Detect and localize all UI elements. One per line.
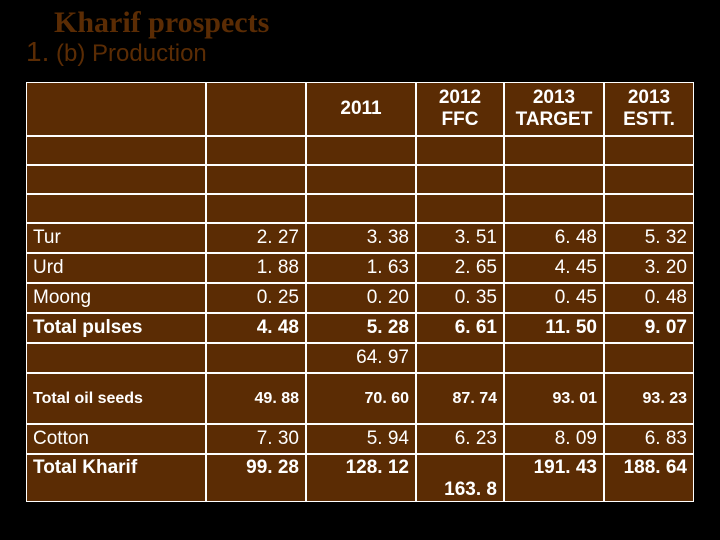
- empty-cell: [504, 343, 604, 373]
- empty-cell: [604, 194, 694, 223]
- empty-cell: [206, 194, 306, 223]
- crop-name: Tur: [26, 223, 206, 253]
- cell-value: 0. 20: [306, 283, 416, 313]
- cell-value: 0. 48: [604, 283, 694, 313]
- empty-cell: [206, 165, 306, 194]
- subtitle-number: 1.: [26, 36, 49, 67]
- row-urd: Urd 1. 88 1. 63 2. 65 4. 45 3. 20: [26, 253, 694, 283]
- crop-name: Total oil seeds: [26, 373, 206, 424]
- cell-value: 7. 30: [206, 424, 306, 454]
- header-2013e-line1: 2013ESTT.: [623, 87, 675, 131]
- slide-subtitle: 1. (b) Production: [26, 36, 207, 68]
- cell-value: 99. 28: [206, 454, 306, 502]
- empty-cell: [504, 194, 604, 223]
- empty-cell: [504, 165, 604, 194]
- subtitle-text: (b) Production: [49, 40, 206, 67]
- cell-value: 3. 51: [416, 223, 504, 253]
- cell-value: 5. 28: [306, 313, 416, 343]
- cell-value: 11. 50: [504, 313, 604, 343]
- production-table: 2011 2012FFC 2013TARGET 2013ESTT.: [26, 82, 694, 502]
- slide-page: Kharif prospects 1. (b) Production 2011 …: [0, 0, 720, 540]
- header-blank-1: [26, 82, 206, 136]
- empty-row-2: [26, 165, 694, 194]
- empty-row-1: [26, 136, 694, 165]
- row-cotton: Cotton 7. 30 5. 94 6. 23 8. 09 6. 83: [26, 424, 694, 454]
- empty-cell: [26, 136, 206, 165]
- empty-cell: [416, 165, 504, 194]
- header-2013t-line1: 2013TARGET: [516, 87, 593, 131]
- cell-value: 64. 97: [306, 343, 416, 373]
- header-2013-estt: 2013ESTT.: [604, 82, 694, 136]
- cell-value: 93. 01: [504, 373, 604, 424]
- cell-value: 87. 74: [416, 373, 504, 424]
- cell-value: 6. 23: [416, 424, 504, 454]
- cell-value: 5. 94: [306, 424, 416, 454]
- cell-value: 2. 27: [206, 223, 306, 253]
- cell-value: 9. 07: [604, 313, 694, 343]
- empty-cell: [504, 136, 604, 165]
- cell-value: 128. 12: [306, 454, 416, 502]
- cell-value: 4. 48: [206, 313, 306, 343]
- empty-cell: [306, 194, 416, 223]
- empty-cell: [416, 194, 504, 223]
- row-tur: Tur 2. 27 3. 38 3. 51 6. 48 5. 32: [26, 223, 694, 253]
- cell-value: 2. 65: [416, 253, 504, 283]
- empty-cell: [604, 343, 694, 373]
- cell-value: 93. 23: [604, 373, 694, 424]
- cell-value: 49. 88: [206, 373, 306, 424]
- empty-row-3: [26, 194, 694, 223]
- crop-name: Total Kharif: [26, 454, 206, 502]
- empty-cell: [604, 136, 694, 165]
- header-2012-line1: 2012FFC: [439, 87, 481, 131]
- cell-value: 8. 09: [504, 424, 604, 454]
- row-stray-value: 64. 97: [26, 343, 694, 373]
- header-2011: 2011: [306, 82, 416, 136]
- empty-cell: [206, 136, 306, 165]
- empty-cell: [306, 165, 416, 194]
- empty-cell: [416, 136, 504, 165]
- empty-cell: [416, 343, 504, 373]
- cell-value: 6. 61: [416, 313, 504, 343]
- cell-value: 6. 83: [604, 424, 694, 454]
- cell-value: 191. 43: [504, 454, 604, 502]
- cell-value: 0. 45: [504, 283, 604, 313]
- cell-value: 163. 8: [416, 454, 504, 502]
- empty-cell: [26, 343, 206, 373]
- empty-cell: [26, 194, 206, 223]
- empty-cell: [206, 343, 306, 373]
- row-total-kharif: Total Kharif 99. 28 128. 12 163. 8 191. …: [26, 454, 694, 502]
- crop-name: Urd: [26, 253, 206, 283]
- cell-value: 5. 32: [604, 223, 694, 253]
- row-total-pulses: Total pulses 4. 48 5. 28 6. 61 11. 50 9.…: [26, 313, 694, 343]
- row-moong: Moong 0. 25 0. 20 0. 35 0. 45 0. 48: [26, 283, 694, 313]
- cell-value: 3. 20: [604, 253, 694, 283]
- cell-value: 1. 63: [306, 253, 416, 283]
- header-2012-ffc: 2012FFC: [416, 82, 504, 136]
- empty-cell: [604, 165, 694, 194]
- table-header-row: 2011 2012FFC 2013TARGET 2013ESTT.: [26, 82, 694, 136]
- cell-value: 0. 35: [416, 283, 504, 313]
- cell-value: 6. 48: [504, 223, 604, 253]
- header-blank-2: [206, 82, 306, 136]
- crop-name: Total pulses: [26, 313, 206, 343]
- empty-cell: [306, 136, 416, 165]
- crop-name: Cotton: [26, 424, 206, 454]
- slide-title: Kharif prospects: [54, 6, 269, 40]
- crop-name: Moong: [26, 283, 206, 313]
- row-total-oil-seeds: Total oil seeds 49. 88 70. 60 87. 74 93.…: [26, 373, 694, 424]
- cell-value: 3. 38: [306, 223, 416, 253]
- header-2013-target: 2013TARGET: [504, 82, 604, 136]
- cell-value: 70. 60: [306, 373, 416, 424]
- cell-value: 188. 64: [604, 454, 694, 502]
- cell-value: 1. 88: [206, 253, 306, 283]
- cell-value: 0. 25: [206, 283, 306, 313]
- cell-value: 4. 45: [504, 253, 604, 283]
- empty-cell: [26, 165, 206, 194]
